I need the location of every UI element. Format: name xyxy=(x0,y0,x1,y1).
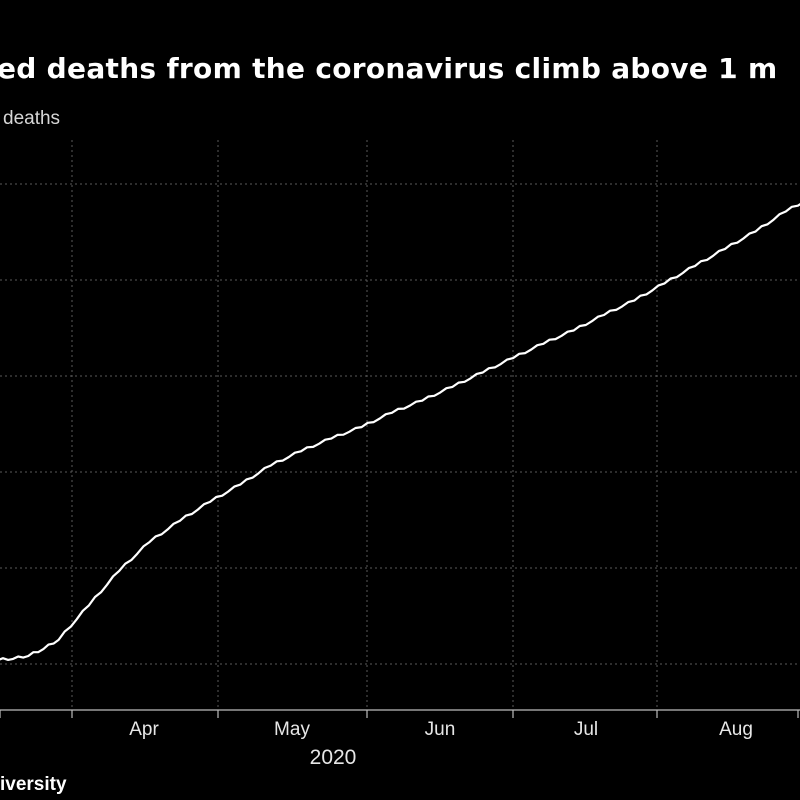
source-note: iversity xyxy=(0,774,67,795)
x-axis-ticks xyxy=(0,710,799,718)
horizontal-gridlines xyxy=(0,183,800,665)
series-line xyxy=(0,203,800,661)
x-tick-label-3: Jun xyxy=(425,719,456,740)
x-axis-year-label: 2020 xyxy=(310,746,357,769)
x-tick-label-2: May xyxy=(274,719,310,740)
x-tick-label-1: Apr xyxy=(129,719,159,740)
x-tick-label-4: Jul xyxy=(574,719,598,740)
vertical-gridlines xyxy=(71,140,658,710)
x-tick-label-5: Aug xyxy=(719,719,753,740)
chart-subtitle: deaths xyxy=(3,108,61,129)
chart-title: ed deaths from the coronavirus climb abo… xyxy=(0,52,778,85)
x-axis-tick-labels: arAprMayJunJulAug xyxy=(129,719,753,740)
